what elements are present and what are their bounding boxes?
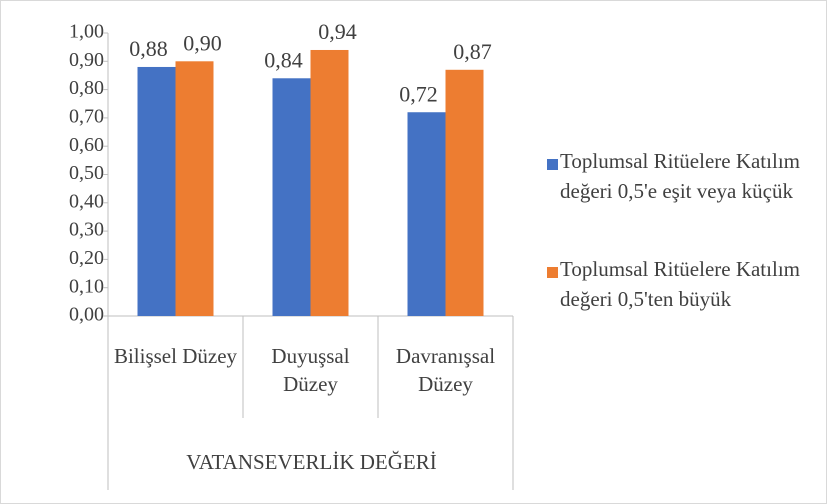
y-tick-label: 0,40 [69, 190, 104, 212]
value-label: 0,94 [318, 19, 357, 44]
value-label: 0,88 [129, 36, 168, 61]
x-tick-label: Bilişsel Düzey [113, 344, 238, 368]
bar [137, 66, 176, 317]
y-tick-label: 0,10 [69, 275, 104, 297]
y-tick-label: 0,60 [69, 134, 104, 156]
bar [407, 112, 446, 317]
value-label: 0,90 [183, 30, 222, 55]
y-tick-label: 0,70 [69, 105, 104, 127]
y-tick-label: 0,30 [69, 219, 104, 241]
y-tick-label: 0,20 [69, 247, 104, 269]
legend-swatch [547, 159, 558, 170]
value-label: 0,84 [264, 47, 303, 72]
y-tick-label: 0,00 [69, 304, 104, 326]
legend-swatch [547, 267, 558, 278]
x-tick-label: Duyuşsal Düzey [271, 344, 350, 396]
y-tick-label: 1,00 [69, 21, 104, 43]
y-tick-label: 0,90 [69, 49, 104, 71]
bar [445, 69, 484, 316]
value-label: 0,87 [453, 39, 492, 64]
x-axis-title: VATANSEVERLİK DEĞERİ [186, 450, 437, 474]
y-tick-label: 0,80 [69, 77, 104, 99]
bar [272, 78, 311, 316]
bar [310, 49, 349, 316]
y-tick-label: 0,50 [69, 162, 104, 184]
legend-label: Toplumsal Ritüelere Katılım değeri 0,5'e… [560, 149, 800, 203]
bar [175, 61, 214, 316]
legend-label: Toplumsal Ritüelere Katılım değeri 0,5't… [560, 257, 800, 311]
x-tick-label: Davranışsal Düzey [395, 344, 496, 396]
value-label: 0,72 [399, 81, 438, 106]
